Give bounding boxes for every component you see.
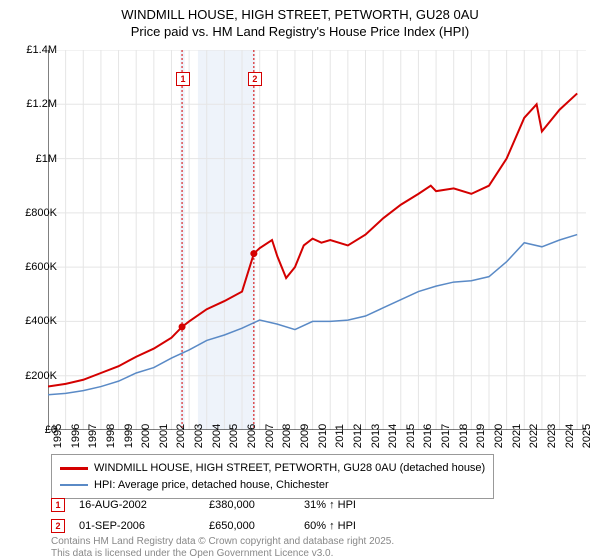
x-tick-label: 2010 [317,424,329,448]
y-tick-label: £600K [25,261,57,273]
x-tick-label: 2022 [528,424,540,448]
chart-svg [48,50,586,430]
x-tick-label: 2014 [387,424,399,448]
x-tick-label: 2006 [246,424,258,448]
legend-label-2: HPI: Average price, detached house, Chic… [94,477,329,494]
y-tick-label: £400K [25,315,57,327]
x-tick-label: 1999 [123,424,135,448]
x-tick-label: 2020 [493,424,505,448]
legend-label-1: WINDMILL HOUSE, HIGH STREET, PETWORTH, G… [94,460,485,477]
legend-row-1: WINDMILL HOUSE, HIGH STREET, PETWORTH, G… [60,460,485,477]
legend-row-2: HPI: Average price, detached house, Chic… [60,477,485,494]
x-tick-label: 2017 [440,424,452,448]
sale-pct-2: 60% ↑ HPI [304,520,356,532]
sales-table: 1 16-AUG-2002 £380,000 31% ↑ HPI 2 01-SE… [51,498,356,540]
x-tick-label: 2018 [458,424,470,448]
sale-pct-1: 31% ↑ HPI [304,499,356,511]
x-tick-label: 2007 [264,424,276,448]
sale-row-1: 1 16-AUG-2002 £380,000 31% ↑ HPI [51,498,356,512]
footer: Contains HM Land Registry data © Crown c… [51,536,394,559]
x-tick-label: 2016 [422,424,434,448]
x-tick-label: 2019 [475,424,487,448]
x-tick-label: 2002 [175,424,187,448]
y-tick-label: £1.2M [26,98,57,110]
chart-container: WINDMILL HOUSE, HIGH STREET, PETWORTH, G… [0,0,600,560]
title-line2: Price paid vs. HM Land Registry's House … [0,24,600,41]
footer-line2: This data is licensed under the Open Gov… [51,548,394,560]
title-block: WINDMILL HOUSE, HIGH STREET, PETWORTH, G… [0,0,600,41]
legend-swatch-1 [60,467,88,470]
sale-row-2: 2 01-SEP-2006 £650,000 60% ↑ HPI [51,519,356,533]
x-tick-label: 2005 [228,424,240,448]
x-tick-label: 1998 [105,424,117,448]
sale-marker-1: 1 [51,498,65,512]
x-tick-label: 2015 [405,424,417,448]
y-tick-label: £800K [25,207,57,219]
title-line1: WINDMILL HOUSE, HIGH STREET, PETWORTH, G… [0,7,600,24]
x-tick-label: 2024 [564,424,576,448]
x-tick-label: 2009 [299,424,311,448]
x-tick-label: 2011 [334,424,346,448]
x-tick-label: 2008 [281,424,293,448]
sale-marker-2: 2 [51,519,65,533]
legend-swatch-2 [60,484,88,486]
chart-sale-marker: 2 [248,72,262,86]
x-tick-label: 1997 [87,424,99,448]
y-tick-label: £1M [36,153,57,165]
y-tick-label: £1.4M [26,44,57,56]
x-tick-label: 2023 [546,424,558,448]
x-tick-label: 2000 [140,424,152,448]
footer-line1: Contains HM Land Registry data © Crown c… [51,536,394,548]
legend: WINDMILL HOUSE, HIGH STREET, PETWORTH, G… [51,454,494,499]
sale-date-1: 16-AUG-2002 [79,499,209,511]
sale-price-2: £650,000 [209,520,304,532]
x-tick-label: 2021 [511,424,523,448]
sale-date-2: 01-SEP-2006 [79,520,209,532]
chart-area [48,50,586,430]
x-tick-label: 1995 [52,424,64,448]
chart-sale-marker: 1 [176,72,190,86]
x-tick-label: 2003 [193,424,205,448]
y-tick-label: £200K [25,370,57,382]
x-tick-label: 2001 [158,424,170,448]
x-tick-label: 2013 [370,424,382,448]
sale-price-1: £380,000 [209,499,304,511]
x-tick-label: 1996 [70,424,82,448]
x-tick-label: 2025 [581,424,593,448]
x-tick-label: 2004 [211,424,223,448]
x-tick-label: 2012 [352,424,364,448]
